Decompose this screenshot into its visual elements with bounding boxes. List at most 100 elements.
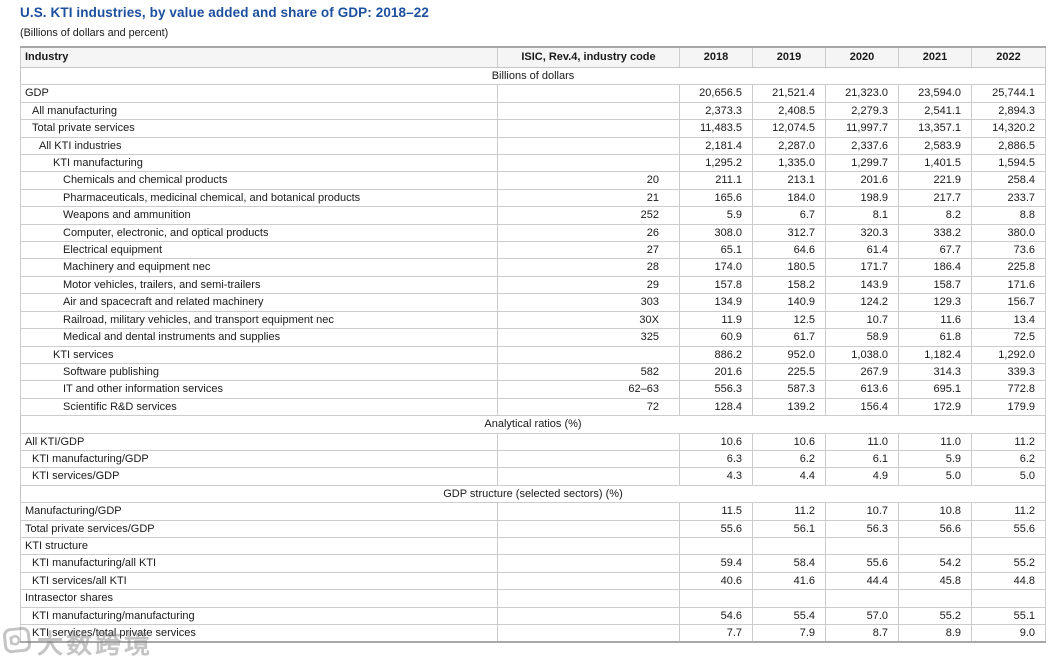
value-cell-2019: 12.5 xyxy=(752,310,826,330)
value-cell-2022: 6.2 xyxy=(971,449,1046,469)
value-cell-2022: 2,886.5 xyxy=(971,136,1046,156)
value-cell-2021: 45.8 xyxy=(898,571,972,591)
value-cell-2019: 213.1 xyxy=(752,171,826,190)
value-cell-2020: 44.4 xyxy=(825,571,899,591)
value-cell-2022: 156.7 xyxy=(971,293,1046,312)
table-row: KTI manufacturing/GDP 6.3 6.2 6.1 5.9 6.2 xyxy=(20,449,1046,469)
industry-cell: Weapons and ammunition xyxy=(20,206,498,225)
value-cell-2019: 64.6 xyxy=(752,241,826,260)
industry-cell: Intrasector shares xyxy=(20,589,498,608)
value-cell-2022: 25,744.1 xyxy=(971,84,1046,103)
value-cell-2018: 157.8 xyxy=(679,275,753,295)
value-cell-2018: 165.6 xyxy=(679,188,753,208)
value-cell-2020: 613.6 xyxy=(825,380,899,399)
table-row: Computer, electronic, and optical produc… xyxy=(20,223,1046,243)
value-cell-2020: 57.0 xyxy=(825,606,899,626)
value-cell-2019: 58.4 xyxy=(752,554,826,573)
industry-cell: KTI manufacturing/GDP xyxy=(20,449,498,469)
value-cell-2022: 171.6 xyxy=(971,275,1046,295)
industry-cell: All KTI/GDP xyxy=(20,432,498,451)
value-cell-2020: 55.6 xyxy=(825,554,899,573)
value-cell-2022: 11.2 xyxy=(971,502,1046,521)
isic-code-cell xyxy=(497,345,680,364)
isic-code-cell xyxy=(497,554,680,573)
table-row: Medical and dental instruments and suppl… xyxy=(20,328,1046,347)
value-cell-2022: 55.1 xyxy=(971,606,1046,626)
isic-code-cell xyxy=(497,624,680,643)
value-cell-2020: 4.9 xyxy=(825,467,899,486)
value-cell-2021: 695.1 xyxy=(898,380,972,399)
industry-cell: GDP xyxy=(20,84,498,103)
value-cell-2018: 55.6 xyxy=(679,519,753,538)
value-cell-2018: 54.6 xyxy=(679,606,753,626)
value-cell-2018: 5.9 xyxy=(679,206,753,225)
value-cell-2021: 158.7 xyxy=(898,275,972,295)
table-container: Industry ISIC, Rev.4, industry code 2018 20… xyxy=(20,46,1046,644)
value-cell-2021: 13,357.1 xyxy=(898,119,972,138)
value-cell-2022 xyxy=(971,589,1046,608)
value-cell-2021: 314.3 xyxy=(898,362,972,382)
section-label: Billions of dollars xyxy=(20,66,1046,86)
value-cell-2020: 6.1 xyxy=(825,449,899,469)
table-row: KTI structure xyxy=(20,536,1046,556)
table-row: Motor vehicles, trailers, and semi-trail… xyxy=(20,275,1046,295)
table-row: All KTI/GDP 10.6 10.6 11.0 11.0 11.2 xyxy=(20,432,1046,451)
value-cell-2022: 225.8 xyxy=(971,258,1046,277)
value-cell-2020: 58.9 xyxy=(825,328,899,347)
value-cell-2021: 129.3 xyxy=(898,293,972,312)
value-cell-2021: 186.4 xyxy=(898,258,972,277)
value-cell-2020: 61.4 xyxy=(825,241,899,260)
value-cell-2019: 1,335.0 xyxy=(752,154,826,173)
value-cell-2019 xyxy=(752,589,826,608)
value-cell-2020 xyxy=(825,536,899,556)
table-row: Software publishing 582 201.6 225.5 267.9 314… xyxy=(20,362,1046,382)
table-row: Scientific R&D services 72 128.4 139.2 156.4… xyxy=(20,397,1046,417)
value-cell-2019: 312.7 xyxy=(752,223,826,243)
value-cell-2018: 11.9 xyxy=(679,310,753,330)
value-cell-2018: 308.0 xyxy=(679,223,753,243)
value-cell-2018 xyxy=(679,589,753,608)
value-cell-2020: 171.7 xyxy=(825,258,899,277)
isic-code-cell: 27 xyxy=(497,241,680,260)
table-row: KTI manufacturing/manufacturing 54.6 55.4 5… xyxy=(20,606,1046,626)
value-cell-2019: 180.5 xyxy=(752,258,826,277)
table-row: KTI manufacturing/all KTI 59.4 58.4 55.6 54.… xyxy=(20,554,1046,573)
isic-code-cell xyxy=(497,119,680,138)
value-cell-2018 xyxy=(679,536,753,556)
col-header-industry: Industry xyxy=(20,46,498,68)
value-cell-2020: 320.3 xyxy=(825,223,899,243)
value-cell-2019: 7.9 xyxy=(752,624,826,643)
isic-code-cell: 252 xyxy=(497,206,680,225)
isic-code-cell: 21 xyxy=(497,188,680,208)
value-cell-2021: 172.9 xyxy=(898,397,972,417)
isic-code-cell xyxy=(497,536,680,556)
value-cell-2020: 143.9 xyxy=(825,275,899,295)
value-cell-2022: 11.2 xyxy=(971,432,1046,451)
value-cell-2022: 5.0 xyxy=(971,467,1046,486)
value-cell-2021: 338.2 xyxy=(898,223,972,243)
value-cell-2020: 1,038.0 xyxy=(825,345,899,364)
value-cell-2022: 2,894.3 xyxy=(971,101,1046,121)
value-cell-2019: 56.1 xyxy=(752,519,826,538)
value-cell-2020: 198.9 xyxy=(825,188,899,208)
industry-cell: Scientific R&D services xyxy=(20,397,498,417)
section-row: GDP structure (selected sectors) (%) xyxy=(20,484,1046,504)
value-cell-2022: 772.8 xyxy=(971,380,1046,399)
industry-cell: Railroad, military vehicles, and transpo… xyxy=(20,310,498,330)
value-cell-2019: 55.4 xyxy=(752,606,826,626)
value-cell-2019: 4.4 xyxy=(752,467,826,486)
col-header-2022: 2022 xyxy=(971,46,1046,68)
value-cell-2021: 54.2 xyxy=(898,554,972,573)
value-cell-2021: 55.2 xyxy=(898,606,972,626)
industry-cell: KTI manufacturing xyxy=(20,154,498,173)
industry-cell: Motor vehicles, trailers, and semi-trail… xyxy=(20,275,498,295)
value-cell-2019: 2,287.0 xyxy=(752,136,826,156)
value-cell-2021: 56.6 xyxy=(898,519,972,538)
value-cell-2022: 14,320.2 xyxy=(971,119,1046,138)
isic-code-cell: 582 xyxy=(497,362,680,382)
value-cell-2021 xyxy=(898,589,972,608)
value-cell-2020: 124.2 xyxy=(825,293,899,312)
value-cell-2019: 952.0 xyxy=(752,345,826,364)
value-cell-2019 xyxy=(752,536,826,556)
industry-cell: Pharmaceuticals, medicinal chemical, and… xyxy=(20,188,498,208)
